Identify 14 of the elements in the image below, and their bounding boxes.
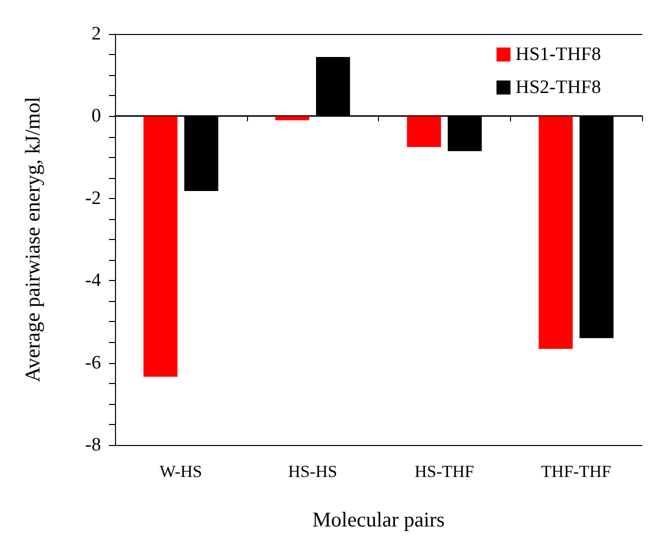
y-tick-label: -8 — [85, 434, 101, 456]
y-tick-label: -6 — [85, 352, 101, 374]
y-tick-label: -4 — [85, 270, 102, 292]
legend-label: HS2-THF8 — [515, 77, 602, 98]
x-tick-label: THF-THF — [541, 462, 612, 481]
y-tick-label: -2 — [85, 188, 101, 209]
x-tick-label: HS-HS — [288, 462, 338, 481]
x-axis-title: Molecular pairs — [312, 508, 445, 532]
x-tick-label: W-HS — [160, 462, 202, 481]
x-tick-label: HS-THF — [414, 462, 474, 481]
y-axis-title: Average pairwiase eneryg, kJ/mol — [20, 96, 44, 382]
y-tick-label: 2 — [92, 24, 101, 44]
y-tick-label: 0 — [92, 106, 101, 127]
legend-label: HS1-THF8 — [515, 44, 602, 65]
